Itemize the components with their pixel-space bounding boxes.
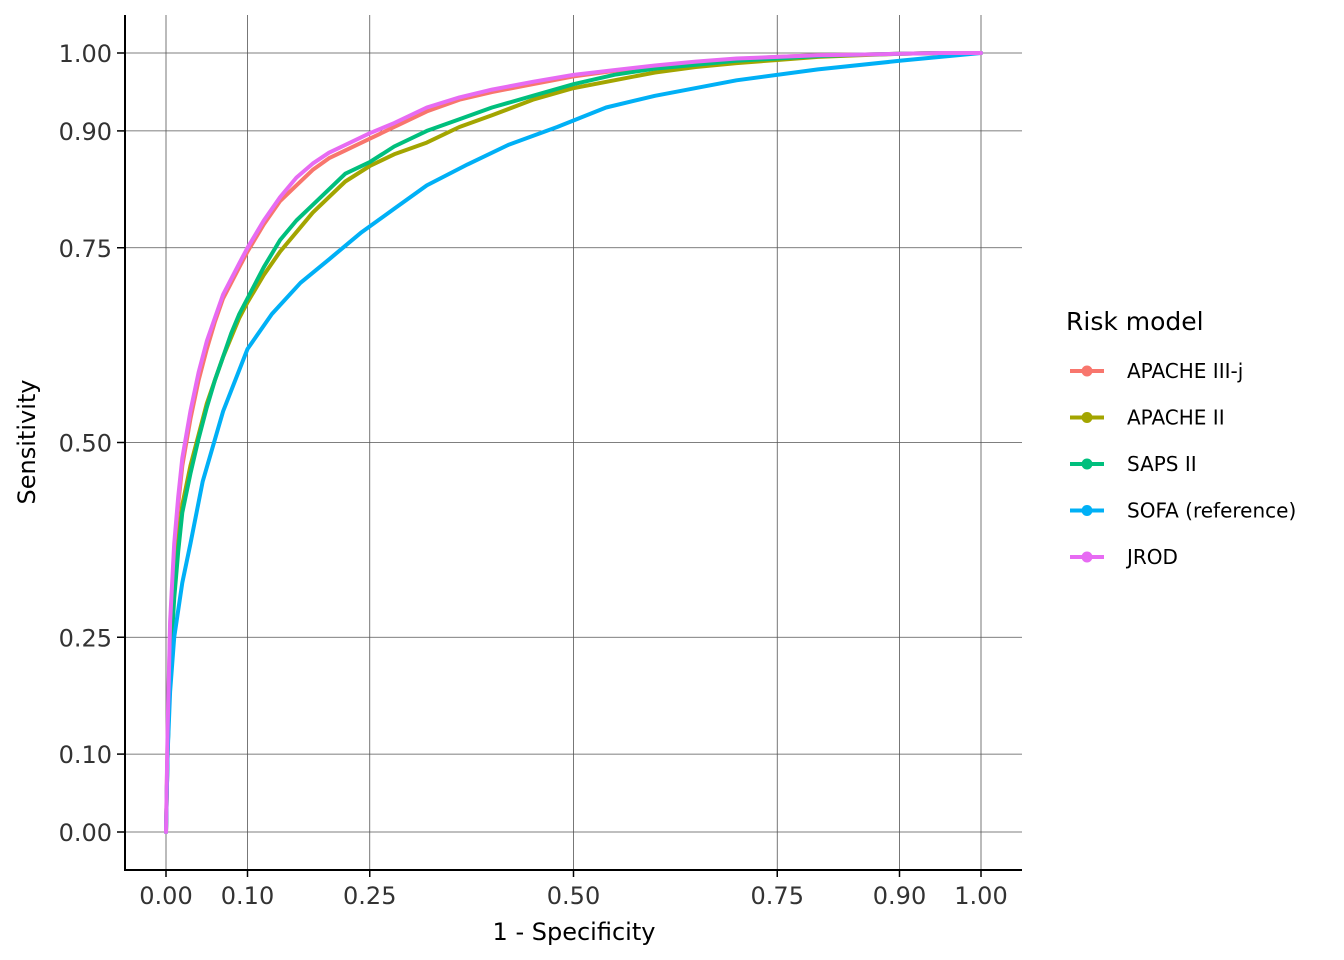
legend-item-sofa-reference: SOFA (reference) <box>1070 499 1296 523</box>
x-tick-label: 0.50 <box>547 882 600 910</box>
legend-key-point <box>1081 551 1093 563</box>
legend: Risk model APACHE III-j APACHE II SAPS II S… <box>1066 307 1296 569</box>
x-tick-label: 1.00 <box>954 882 1007 910</box>
y-tick-label: 0.75 <box>59 235 112 263</box>
series-line-jrod <box>164 51 983 834</box>
legend-label: SOFA (reference) <box>1127 499 1296 523</box>
legend-item-apache-iii-j: APACHE III-j <box>1070 359 1243 383</box>
x-tick-label: 0.75 <box>751 882 804 910</box>
y-tick-label: 0.50 <box>59 430 112 458</box>
x-axis-title: 1 - Specificity <box>493 918 656 946</box>
legend-label: JROD <box>1125 545 1178 569</box>
legend-item-jrod: JROD <box>1070 545 1178 569</box>
x-tick-label: 0.25 <box>343 882 396 910</box>
y-tick-label: 0.00 <box>59 819 112 847</box>
x-tick-label: 0.90 <box>873 882 926 910</box>
series-lines <box>164 51 983 834</box>
legend-label: SAPS II <box>1127 452 1197 476</box>
y-ticks: 0.00 0.10 0.25 0.50 0.75 0.90 1.00 <box>59 40 124 847</box>
series-line-saps-ii <box>164 51 983 834</box>
legend-item-apache-ii: APACHE II <box>1070 406 1225 430</box>
y-tick-label: 0.90 <box>59 118 112 146</box>
series-line-sofa-reference <box>164 51 983 834</box>
y-tick-label: 0.10 <box>59 741 112 769</box>
y-tick-label: 0.25 <box>59 624 112 652</box>
legend-key-point <box>1081 458 1093 470</box>
x-tick-label: 0.00 <box>139 882 192 910</box>
x-tick-label: 0.10 <box>221 882 274 910</box>
legend-item-saps-ii: SAPS II <box>1070 452 1197 476</box>
legend-key-point <box>1081 412 1093 423</box>
x-ticks: 0.00 0.10 0.25 0.50 0.75 0.90 1.00 <box>139 870 1008 910</box>
legend-title: Risk model <box>1066 307 1204 336</box>
grid <box>124 15 1022 870</box>
legend-label: APACHE II <box>1127 406 1225 430</box>
legend-label: APACHE III-j <box>1127 359 1243 383</box>
y-tick-label: 1.00 <box>59 40 112 68</box>
legend-key-point <box>1081 365 1093 377</box>
y-axis-title: Sensitivity <box>13 380 41 505</box>
legend-items: APACHE III-j APACHE II SAPS II SOFA (refere… <box>1070 359 1296 569</box>
legend-key-point <box>1081 505 1093 516</box>
